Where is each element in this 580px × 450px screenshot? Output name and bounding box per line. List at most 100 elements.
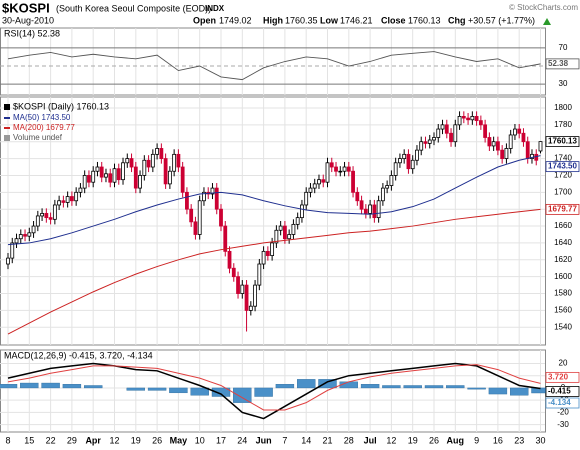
ma-last: 1679.77: [548, 204, 577, 213]
candle-body: [419, 141, 424, 151]
candle-body: [27, 232, 32, 237]
panel-title: MACD(12,26,9) -0.415, 3.720, -4.134: [4, 350, 153, 360]
high-value: 1760.35: [285, 15, 318, 25]
y-tick-label: 1700: [554, 187, 572, 196]
candle-body: [504, 148, 509, 159]
ma-last-box: [545, 203, 580, 215]
candle-body: [202, 191, 206, 202]
candle-body: [415, 149, 419, 161]
candle-body: [236, 276, 240, 294]
x-tick-label: 8: [5, 435, 10, 445]
candle-body: [248, 305, 253, 311]
y-tick-label: -20: [557, 408, 569, 417]
candle-body: [278, 225, 283, 231]
x-tick-label: Aug: [447, 435, 465, 445]
candle-body: [500, 149, 505, 159]
macd-last: -0.415: [548, 387, 571, 396]
x-tick-label: May: [170, 435, 188, 445]
up-arrow: [543, 18, 551, 25]
x-tick-label: 9: [474, 435, 479, 445]
x-tick-label: 23: [514, 435, 524, 445]
histogram-bar: [20, 382, 39, 389]
macd-last-box: [545, 386, 580, 397]
histogram-bar: [424, 385, 444, 389]
histogram-bar: [467, 387, 486, 390]
candle-body: [129, 158, 134, 168]
histogram-bar: [382, 385, 401, 389]
candle-body: [521, 132, 526, 143]
candle-body: [257, 263, 262, 286]
x-tick-label: 26: [152, 435, 162, 445]
candle-body: [517, 128, 522, 134]
candle-body: [48, 217, 53, 220]
candle-body: [70, 196, 74, 202]
y-tick-label: 1800: [554, 103, 572, 112]
date: 30-Aug-2010: [2, 15, 54, 25]
x-tick-label: 24: [237, 435, 247, 445]
candle-body: [223, 225, 228, 252]
series-line: [7, 364, 541, 411]
x-tick-label: 17: [216, 435, 226, 445]
candle-body: [185, 191, 189, 210]
candle-body: [6, 257, 10, 265]
x-tick-label: 21: [322, 435, 332, 445]
y-tick-label: 1660: [554, 221, 572, 230]
candle-body: [513, 128, 517, 136]
histogram-bar: [0, 384, 18, 389]
signal-last: 3.720: [548, 372, 569, 381]
candle-body: [40, 213, 44, 217]
histogram-bar: [403, 385, 422, 389]
candle-body: [325, 162, 330, 183]
candle-body: [466, 117, 470, 121]
field-label: Chg: [448, 15, 466, 25]
candle-body: [44, 213, 49, 219]
ma-last-box: [545, 161, 580, 173]
candle-body: [274, 229, 279, 244]
histogram-bar: [297, 379, 316, 389]
histogram-bar: [360, 384, 380, 389]
candle-body: [10, 242, 15, 259]
candle-body: [308, 187, 313, 193]
y-tick-label: 1640: [554, 238, 572, 247]
candle-body: [385, 185, 390, 189]
last-value-box: [545, 58, 580, 70]
candle-body: [457, 116, 462, 126]
histogram-bar: [488, 387, 508, 395]
candle-body: [534, 153, 539, 161]
candle-body: [116, 168, 121, 181]
candle-body: [104, 173, 108, 178]
candle-body: [338, 170, 343, 173]
candle-body: [427, 139, 432, 144]
candle-body: [163, 158, 168, 185]
histogram-bar: [190, 387, 209, 396]
x-tick-label: 7: [282, 435, 287, 445]
candle-body: [121, 162, 125, 181]
candle-body: [176, 153, 181, 168]
candle-body: [219, 208, 223, 227]
hist-last: -4.134: [548, 398, 571, 407]
candle-body: [538, 141, 543, 152]
candle-body: [57, 200, 62, 206]
x-tick-label: 12: [386, 435, 396, 445]
candle-body: [329, 162, 334, 168]
candle-body: [138, 175, 142, 189]
candle-body: [240, 284, 245, 294]
candle-body: [487, 137, 492, 147]
panel-frame: [0, 27, 546, 96]
candle-body: [167, 170, 172, 185]
candle-body: [65, 196, 70, 203]
x-tick-label: Apr: [85, 435, 101, 445]
candle-body: [159, 148, 164, 159]
x-tick-label: 29: [67, 435, 77, 445]
histogram-bar: [83, 385, 103, 389]
open-value: 1749.02: [219, 15, 252, 25]
low-value: 1746.21: [340, 15, 373, 25]
candle-body: [146, 159, 151, 168]
candle-body: [35, 215, 40, 227]
candle-body: [389, 175, 394, 186]
legend-swatch: [4, 104, 10, 110]
candle-body: [346, 166, 351, 172]
candle-body: [376, 200, 381, 219]
